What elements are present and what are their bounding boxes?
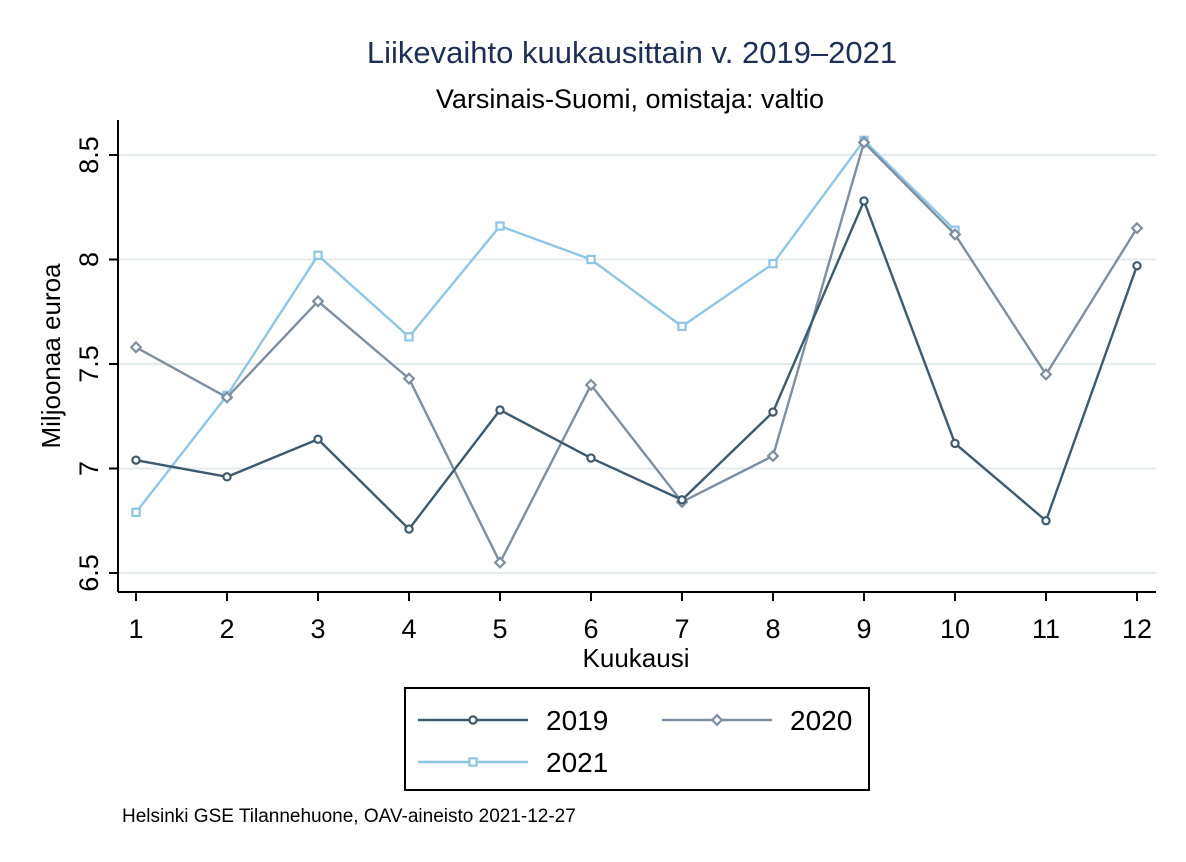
legend-label: 2020 [790, 705, 852, 736]
series-2020 [129, 136, 1144, 569]
legend-label: 2021 [546, 747, 608, 778]
data-point [129, 340, 143, 354]
data-point [1039, 368, 1053, 381]
data-point [677, 321, 687, 332]
data-point [1041, 516, 1051, 526]
x-tick-label: 2 [219, 614, 234, 644]
x-tick-label: 9 [856, 614, 871, 644]
chart-title: Liikevaihto kuukausittain v. 2019–2021 [367, 35, 897, 70]
gridlines [118, 154, 1156, 574]
data-point [766, 449, 780, 463]
legend-item-2020: 2020 [662, 705, 852, 736]
data-point [677, 495, 687, 505]
data-point [402, 372, 416, 385]
x-tick-label: 6 [583, 614, 598, 644]
x-tick-label: 11 [1032, 614, 1060, 644]
data-point [768, 407, 778, 417]
chart-subtitle: Varsinais-Suomi, omistaja: valtio [436, 84, 824, 114]
data-point [131, 507, 141, 518]
source-note: Helsinki GSE Tilannehuone, OAV-aineisto … [122, 806, 576, 827]
data-point [586, 453, 596, 463]
data-point [1132, 261, 1142, 271]
y-tick-label: 7 [74, 461, 104, 476]
data-point [495, 405, 505, 415]
legend-box [404, 687, 870, 791]
series-2019 [131, 196, 1142, 534]
y-tick-label: 8.5 [74, 136, 104, 174]
data-point [584, 378, 598, 392]
data-point [131, 455, 141, 465]
data-point [495, 221, 505, 231]
data-point [404, 332, 414, 342]
x-tick-label: 4 [401, 614, 416, 644]
legend-marker [468, 757, 478, 767]
legend-marker [710, 713, 724, 727]
legend: 2019 2020 2021 [404, 687, 870, 791]
data-point [1130, 221, 1144, 235]
y-tick-label: 6.5 [74, 554, 104, 592]
y-axis-label: Miljoonaa euroa [36, 263, 66, 449]
data-point [311, 294, 325, 308]
data-point [950, 438, 960, 449]
data-point [313, 250, 323, 261]
data-point [768, 258, 778, 269]
x-axis-label: Kuukausi [583, 643, 690, 673]
series-line-2021 [135, 139, 956, 514]
data-point [586, 254, 596, 265]
series-layer [129, 135, 1144, 569]
legend-item-2021: 2021 [418, 747, 608, 778]
series-2021 [131, 135, 960, 518]
data-point [493, 556, 507, 569]
x-tick-label: 3 [310, 614, 325, 644]
data-point [313, 434, 323, 444]
x-tick-label: 10 [940, 614, 970, 644]
y-tick-label: 8 [74, 252, 104, 267]
data-point [220, 391, 234, 404]
data-point [859, 196, 869, 206]
axes [117, 120, 1156, 593]
legend-label: 2019 [546, 705, 608, 736]
x-tick-label: 12 [1122, 614, 1152, 644]
x-tick-label: 1 [128, 614, 143, 644]
legend-marker [468, 715, 478, 725]
x-tick-label: 5 [492, 614, 507, 644]
legend-item-2019: 2019 [418, 705, 608, 736]
x-tick-label: 7 [674, 614, 689, 644]
series-line-2019 [135, 199, 1139, 531]
x-tick-label: 8 [765, 614, 780, 644]
series-line-2020 [135, 141, 1139, 564]
data-point [948, 228, 962, 241]
data-point [222, 472, 232, 482]
ticks: 6.577.588.51 2 3 4 5 6 7 8 9 10 11 12 [74, 136, 1152, 644]
data-point [404, 524, 414, 534]
data-point [857, 136, 871, 149]
y-tick-label: 7.5 [74, 345, 104, 383]
